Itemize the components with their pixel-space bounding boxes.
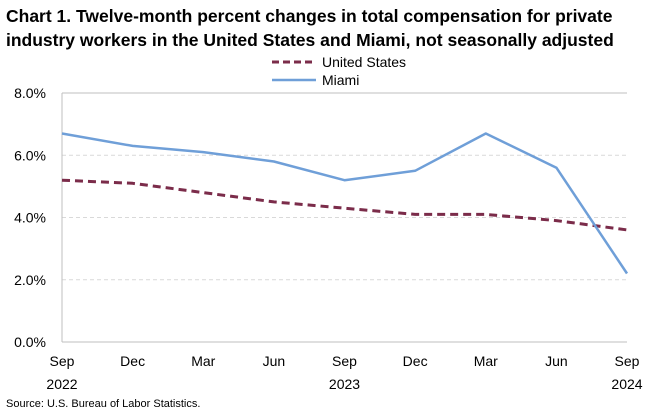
y-tick-label: 4.0%	[14, 210, 46, 226]
chart-title: Chart 1. Twelve-month percent changes in…	[6, 4, 656, 52]
x-tick-year-label: 2024	[611, 376, 642, 392]
x-tick-label: Mar	[474, 353, 498, 369]
x-tick-label: Mar	[191, 353, 215, 369]
x-tick-year-label: 2023	[329, 376, 360, 392]
series-lines	[61, 132, 629, 275]
y-tick-label: 0.0%	[14, 334, 46, 350]
series-line-miami	[61, 132, 629, 275]
x-axis-ticks: Sep 2022 Dec Mar Jun Sep 2023 Dec Mar Jun Sep 2024	[46, 353, 642, 392]
source-note: Source: U.S. Bureau of Labor Statistics.	[6, 398, 201, 410]
x-tick-label: Jun	[545, 353, 568, 369]
chart-title-line-2: industry workers in the United States an…	[6, 30, 614, 50]
legend-label-united-states: United States	[322, 54, 406, 70]
x-tick-label: Dec	[120, 353, 145, 369]
y-tick-label: 6.0%	[14, 147, 46, 163]
x-tick-label: Jun	[263, 353, 286, 369]
y-tick-label: 8.0%	[14, 85, 46, 101]
y-axis-ticks: 0.0% 2.0% 4.0% 6.0% 8.0%	[14, 85, 46, 350]
y-tick-label: 2.0%	[14, 272, 46, 288]
x-tick-label: Sep	[332, 353, 357, 369]
legend: United States Miami	[272, 54, 406, 88]
series-line-united-states	[61, 178, 628, 232]
legend-label-miami: Miami	[322, 72, 359, 88]
gridlines	[62, 154, 627, 281]
x-tick-label: Sep	[615, 353, 640, 369]
x-tick-label: Sep	[50, 353, 75, 369]
x-tick-label: Dec	[403, 353, 428, 369]
x-tick-year-label: 2022	[46, 376, 77, 392]
chart-title-line-1: Chart 1. Twelve-month percent changes in…	[6, 6, 613, 26]
